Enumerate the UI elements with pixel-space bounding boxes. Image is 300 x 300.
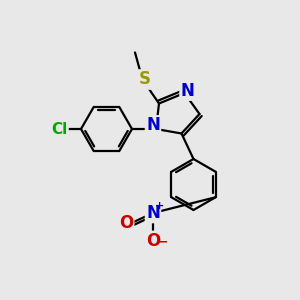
Text: N: N bbox=[181, 82, 194, 100]
Text: +: + bbox=[154, 201, 164, 212]
Text: S: S bbox=[139, 70, 151, 88]
Text: O: O bbox=[119, 214, 133, 232]
Text: Cl: Cl bbox=[51, 122, 68, 136]
Text: O: O bbox=[146, 232, 160, 250]
Text: N: N bbox=[146, 116, 160, 134]
Text: −: − bbox=[157, 235, 168, 248]
Text: N: N bbox=[146, 204, 160, 222]
